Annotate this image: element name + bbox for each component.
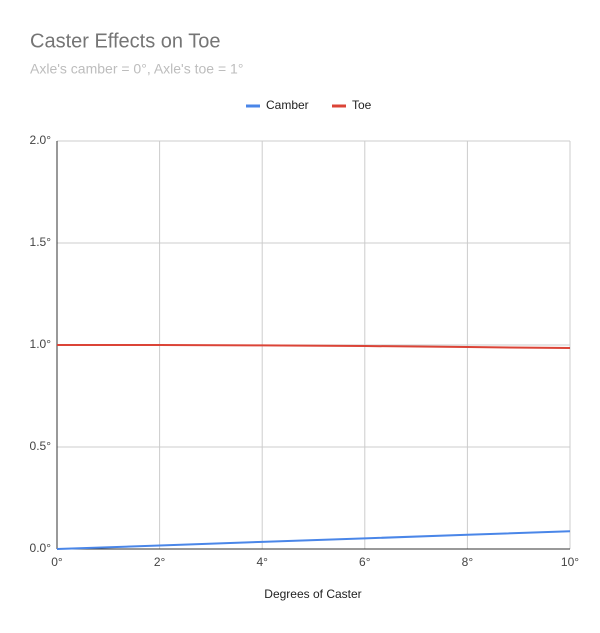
x-tick-label: 4°	[256, 555, 268, 569]
legend-label: Toe	[352, 98, 372, 112]
x-axis-label: Degrees of Caster	[264, 587, 361, 601]
y-tick-label: 0.5°	[30, 439, 52, 453]
x-tick-label: 6°	[359, 555, 371, 569]
x-tick-label: 10°	[561, 555, 579, 569]
x-tick-label: 8°	[462, 555, 474, 569]
y-tick-label: 1.5°	[30, 235, 52, 249]
legend-label: Camber	[266, 98, 309, 112]
x-tick-label: 2°	[154, 555, 166, 569]
chart-subtitle: Axle's camber = 0°, Axle's toe = 1°	[30, 61, 243, 77]
y-tick-label: 0.0°	[30, 541, 52, 555]
line-series	[57, 344, 571, 350]
chart-title: Caster Effects on Toe	[30, 30, 220, 52]
y-tick-label: 1.0°	[30, 337, 52, 351]
x-tick-label: 0°	[51, 555, 63, 569]
y-tick-label: 2.0°	[30, 133, 52, 147]
line-series	[56, 530, 571, 550]
